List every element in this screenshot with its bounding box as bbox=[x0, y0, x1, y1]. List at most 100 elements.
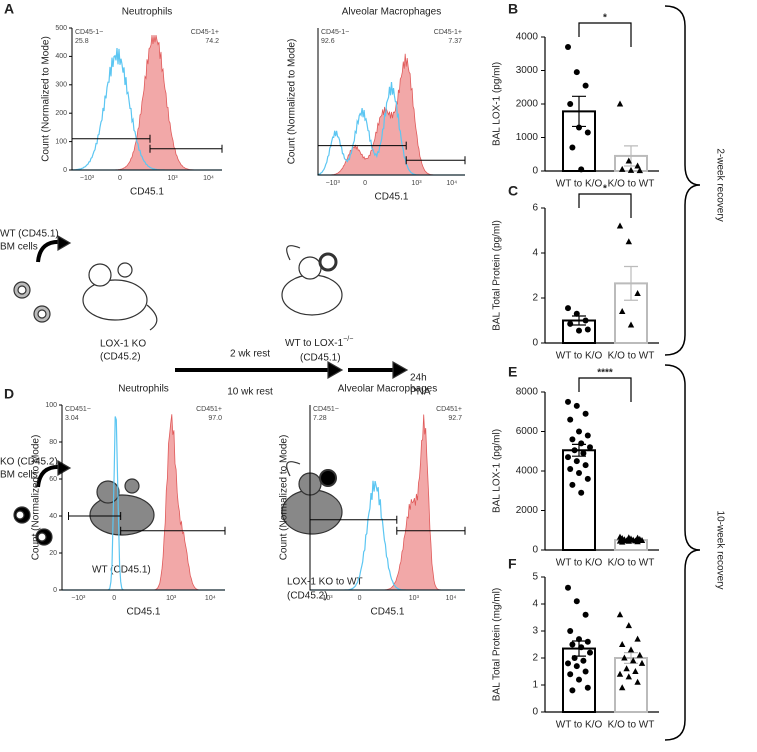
y-tick-label: 4 bbox=[532, 248, 538, 259]
data-point bbox=[578, 440, 585, 447]
axes bbox=[309, 405, 465, 591]
mouse bbox=[89, 494, 155, 536]
gate-value: 25.8 bbox=[75, 38, 89, 45]
y-tick-label: 2 bbox=[532, 293, 538, 304]
diagram-label: BM cells bbox=[0, 470, 38, 481]
data-point bbox=[571, 447, 578, 454]
data-point bbox=[625, 673, 632, 680]
y-tick-label: 400 bbox=[55, 53, 67, 60]
data-point bbox=[634, 162, 641, 169]
data-point bbox=[582, 611, 589, 618]
gate bbox=[396, 526, 466, 535]
data-point bbox=[578, 644, 585, 651]
gate bbox=[309, 515, 398, 524]
gate bbox=[149, 144, 223, 153]
data-point bbox=[567, 320, 574, 327]
data-point bbox=[567, 416, 574, 423]
mouse-ear bbox=[124, 478, 140, 494]
data-point bbox=[576, 469, 582, 476]
x-tick-label: 0 bbox=[118, 175, 122, 182]
data-point bbox=[576, 327, 582, 334]
panel-label: B bbox=[508, 1, 518, 17]
data-point bbox=[567, 101, 574, 107]
cell bbox=[17, 285, 27, 295]
bar bbox=[562, 449, 596, 552]
data-point bbox=[584, 129, 591, 136]
data-point bbox=[621, 654, 628, 661]
mouse-ear bbox=[319, 469, 337, 487]
y-tick-label: 500 bbox=[55, 25, 67, 32]
data-point bbox=[616, 222, 624, 229]
y-tick-label: 6000 bbox=[516, 426, 539, 437]
gate bbox=[120, 526, 226, 535]
data-point bbox=[625, 537, 632, 544]
data-point bbox=[638, 537, 646, 544]
data-point bbox=[582, 410, 589, 417]
x-tick-label: 10⁴ bbox=[446, 595, 457, 602]
data-point bbox=[573, 598, 580, 605]
cell bbox=[37, 309, 47, 319]
gate-value: 74.2 bbox=[205, 38, 219, 45]
error-bar bbox=[572, 315, 586, 326]
diagram-label: 24h bbox=[410, 373, 427, 384]
data-point bbox=[580, 657, 587, 664]
data-point bbox=[565, 44, 571, 51]
x-tick-label: 10⁴ bbox=[205, 595, 216, 602]
flow-title: Neutrophils bbox=[122, 7, 173, 18]
gate bbox=[317, 141, 407, 150]
data-point bbox=[634, 635, 641, 642]
x-tick-label: 10³ bbox=[167, 175, 178, 182]
data-point bbox=[584, 475, 591, 482]
gate-label: CD451− bbox=[313, 406, 339, 413]
data-point bbox=[636, 167, 643, 174]
data-point bbox=[584, 326, 591, 333]
y-tick-label: 4 bbox=[532, 599, 538, 610]
data-point bbox=[582, 462, 589, 469]
y-tick-label: 3 bbox=[532, 626, 538, 637]
y-tick-label: 1000 bbox=[516, 132, 539, 143]
data-point bbox=[576, 676, 582, 683]
data-point bbox=[576, 428, 582, 435]
gate bbox=[405, 156, 466, 165]
data-point bbox=[619, 538, 626, 545]
mouse-tail bbox=[286, 461, 301, 477]
data-point bbox=[582, 317, 589, 324]
recovery-label: 10-week recovery bbox=[714, 511, 725, 590]
y-tick-label: 200 bbox=[55, 110, 67, 117]
data-point bbox=[578, 166, 585, 173]
gate-label: CD45-1+ bbox=[434, 29, 462, 36]
brace bbox=[664, 364, 701, 741]
brace bbox=[664, 5, 701, 356]
data-point bbox=[619, 165, 626, 172]
significance-bracket bbox=[578, 377, 632, 402]
data-point bbox=[616, 100, 624, 107]
axes bbox=[317, 28, 465, 176]
diagram-label: (CD45.2) bbox=[287, 591, 328, 602]
y-tick-label: 4000 bbox=[516, 32, 539, 43]
data-point bbox=[567, 671, 574, 678]
gate-value: 7.28 bbox=[313, 415, 327, 422]
x-tick-label: 10⁴ bbox=[446, 180, 457, 187]
y-tick-label: 3000 bbox=[516, 65, 539, 76]
panel-label: F bbox=[508, 556, 517, 572]
x-tick-label: 10⁴ bbox=[203, 175, 214, 182]
y-tick-label: 0 bbox=[53, 587, 57, 594]
y-axis-label: BAL Total Protein (mg/ml) bbox=[492, 588, 503, 701]
mouse-head bbox=[88, 263, 112, 287]
gate-label: CD45-1− bbox=[321, 29, 349, 36]
y-tick-label: 1 bbox=[532, 680, 538, 691]
data-point bbox=[567, 628, 574, 634]
gate-value: 92.7 bbox=[448, 415, 462, 422]
flow-title: Neutrophils bbox=[118, 384, 169, 395]
gate-label: CD45-1+ bbox=[191, 29, 219, 36]
x-tick-label: WT to K/O bbox=[556, 179, 603, 190]
bar bbox=[614, 657, 648, 713]
diagram-label: WT (CD45.1) bbox=[92, 565, 151, 576]
data-point bbox=[567, 466, 574, 473]
diagram-label: LOX-1 KO bbox=[100, 339, 146, 350]
y-axis-label: BAL Total Protein (pg/ml) bbox=[492, 220, 503, 331]
cell bbox=[15, 510, 25, 520]
data-point bbox=[623, 665, 630, 672]
